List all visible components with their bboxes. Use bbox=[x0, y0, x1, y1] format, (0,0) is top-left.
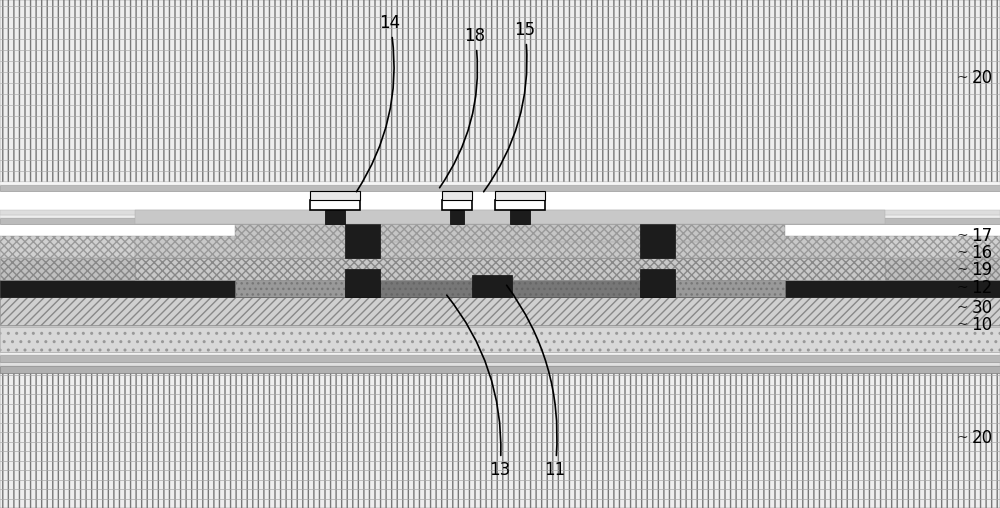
Bar bbox=[235, 285, 785, 297]
Bar bbox=[0, 218, 1000, 224]
Bar bbox=[442, 200, 472, 210]
Bar bbox=[345, 220, 380, 258]
Bar bbox=[675, 280, 785, 297]
Text: 17: 17 bbox=[971, 227, 993, 245]
Bar bbox=[0, 297, 1000, 325]
Bar bbox=[0, 327, 1000, 352]
Text: 13: 13 bbox=[447, 295, 511, 479]
Text: 16: 16 bbox=[971, 244, 993, 262]
Bar bbox=[0, 215, 1000, 218]
Bar bbox=[135, 238, 885, 258]
Bar bbox=[235, 224, 785, 242]
Bar bbox=[0, 325, 1000, 327]
Bar bbox=[450, 210, 464, 224]
Bar bbox=[135, 210, 885, 224]
Bar bbox=[495, 200, 545, 210]
Text: 18: 18 bbox=[440, 27, 486, 188]
Bar bbox=[0, 352, 1000, 355]
Bar bbox=[0, 182, 1000, 185]
Text: 19: 19 bbox=[971, 261, 993, 279]
Bar bbox=[310, 200, 360, 210]
Bar bbox=[235, 242, 785, 258]
Bar bbox=[442, 191, 472, 200]
Text: 20: 20 bbox=[971, 69, 993, 87]
Bar bbox=[0, 185, 1000, 191]
Bar bbox=[135, 258, 885, 280]
Bar bbox=[0, 236, 1000, 258]
Text: ~: ~ bbox=[956, 301, 968, 315]
Bar bbox=[0, 210, 1000, 215]
Text: ~: ~ bbox=[956, 431, 968, 445]
Bar bbox=[510, 210, 530, 224]
Text: 12: 12 bbox=[971, 279, 993, 297]
Bar bbox=[325, 210, 345, 224]
Text: 10: 10 bbox=[971, 316, 993, 334]
Bar bbox=[0, 355, 1000, 362]
Bar bbox=[495, 191, 545, 200]
Text: 14: 14 bbox=[357, 14, 401, 192]
Bar bbox=[345, 269, 380, 297]
Bar bbox=[310, 191, 360, 200]
Bar bbox=[0, 0, 1000, 182]
Text: 15: 15 bbox=[484, 21, 536, 192]
Bar bbox=[0, 258, 1000, 280]
Bar bbox=[0, 362, 1000, 366]
Text: 20: 20 bbox=[971, 429, 993, 447]
Text: ~: ~ bbox=[956, 281, 968, 295]
Bar bbox=[380, 280, 640, 297]
Bar bbox=[640, 220, 675, 258]
Bar bbox=[0, 366, 1000, 373]
Bar bbox=[472, 275, 512, 297]
Text: ~: ~ bbox=[956, 246, 968, 260]
Text: 11: 11 bbox=[507, 285, 566, 479]
Bar bbox=[0, 280, 1000, 297]
Bar bbox=[640, 269, 675, 297]
Bar bbox=[0, 373, 1000, 508]
Text: ~: ~ bbox=[956, 71, 968, 85]
Text: ~: ~ bbox=[956, 318, 968, 332]
Text: ~: ~ bbox=[956, 263, 968, 277]
Bar bbox=[235, 280, 345, 297]
Text: 30: 30 bbox=[971, 299, 993, 317]
Text: ~: ~ bbox=[956, 229, 968, 243]
